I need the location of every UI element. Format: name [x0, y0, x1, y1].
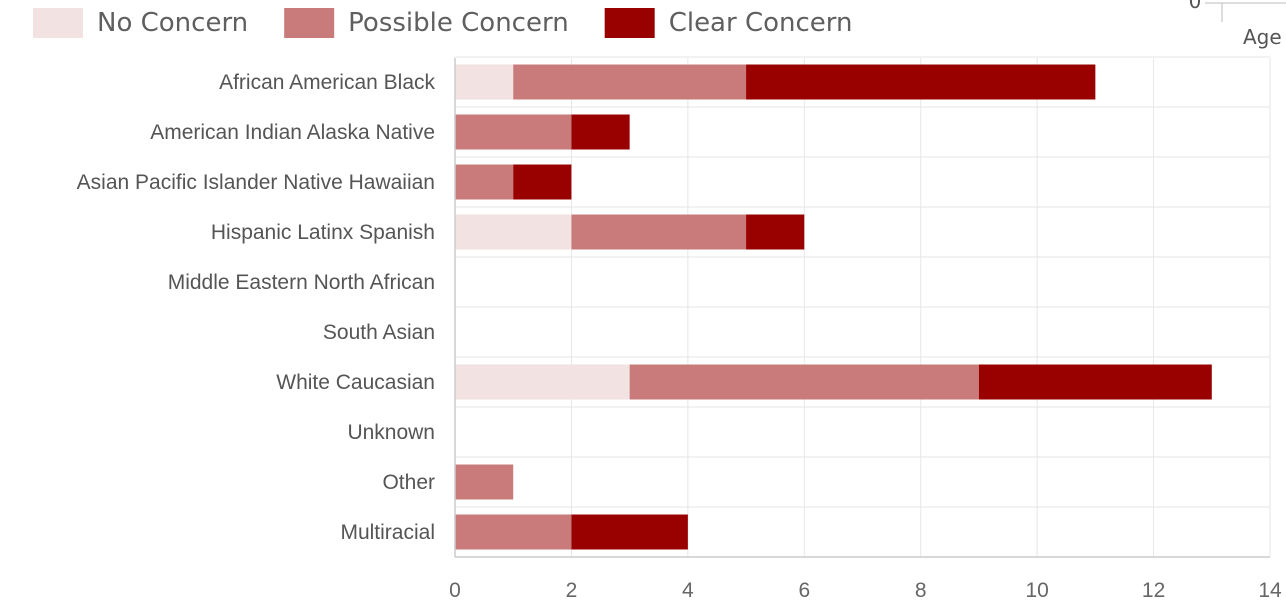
- bar-segment[interactable]: [978, 364, 1212, 400]
- x-tick-label: 14: [1258, 579, 1282, 602]
- bar-segment[interactable]: [746, 64, 1096, 100]
- legend-swatch[interactable]: [284, 8, 335, 38]
- bar-segment[interactable]: [455, 464, 514, 500]
- x-tick-label: 12: [1142, 579, 1165, 602]
- x-tick-label: 0: [449, 579, 461, 602]
- x-tick-label: 4: [682, 579, 694, 602]
- bar-segment[interactable]: [746, 214, 805, 250]
- legend-label[interactable]: No Concern: [97, 8, 248, 38]
- category-label: African American Black: [219, 71, 435, 94]
- bar-segment[interactable]: [455, 164, 514, 200]
- category-label: White Caucasian: [276, 371, 435, 394]
- bar-segment[interactable]: [455, 214, 572, 250]
- bar-segment[interactable]: [571, 214, 747, 250]
- x-tick-label: 10: [1025, 579, 1048, 602]
- category-label: Unknown: [347, 421, 435, 444]
- bar-segment[interactable]: [513, 164, 572, 200]
- category-label: Hispanic Latinx Spanish: [211, 221, 435, 244]
- category-label: Middle Eastern North African: [168, 271, 435, 294]
- legend-label[interactable]: Clear Concern: [669, 8, 853, 38]
- bar-segment[interactable]: [455, 364, 630, 400]
- category-label: South Asian: [323, 321, 435, 344]
- neighbor-axis-label: Age: [1243, 25, 1282, 49]
- legend-swatch[interactable]: [33, 8, 83, 38]
- neighbor-tick-label: 0: [1189, 0, 1202, 13]
- category-label: Asian Pacific Islander Native Hawaiian: [77, 171, 435, 194]
- x-tick-label: 6: [798, 579, 810, 602]
- legend[interactable]: No Concern Possible Concern Clear Concern: [33, 8, 853, 38]
- category-label: Multiracial: [340, 521, 435, 544]
- bars-layer: [455, 64, 1212, 550]
- bar-segment[interactable]: [455, 514, 572, 550]
- x-tick-label: 2: [566, 579, 578, 602]
- bar-segment[interactable]: [455, 64, 514, 100]
- bar-segment[interactable]: [571, 114, 630, 150]
- bar-segment[interactable]: [571, 514, 688, 550]
- category-label: American Indian Alaska Native: [150, 121, 435, 144]
- bar-segment[interactable]: [455, 114, 572, 150]
- neighbor-chart-fragment: 0 Age: [1189, 0, 1286, 49]
- bar-segment[interactable]: [513, 64, 747, 100]
- legend-swatch[interactable]: [604, 8, 655, 38]
- axis-layer: 0 2 4 6 8 10 12 14 African American Black America…: [77, 58, 1282, 602]
- bar-segment[interactable]: [629, 364, 979, 400]
- legend-label[interactable]: Possible Concern: [348, 8, 569, 38]
- x-tick-label: 8: [915, 579, 927, 602]
- category-label: Other: [382, 471, 435, 494]
